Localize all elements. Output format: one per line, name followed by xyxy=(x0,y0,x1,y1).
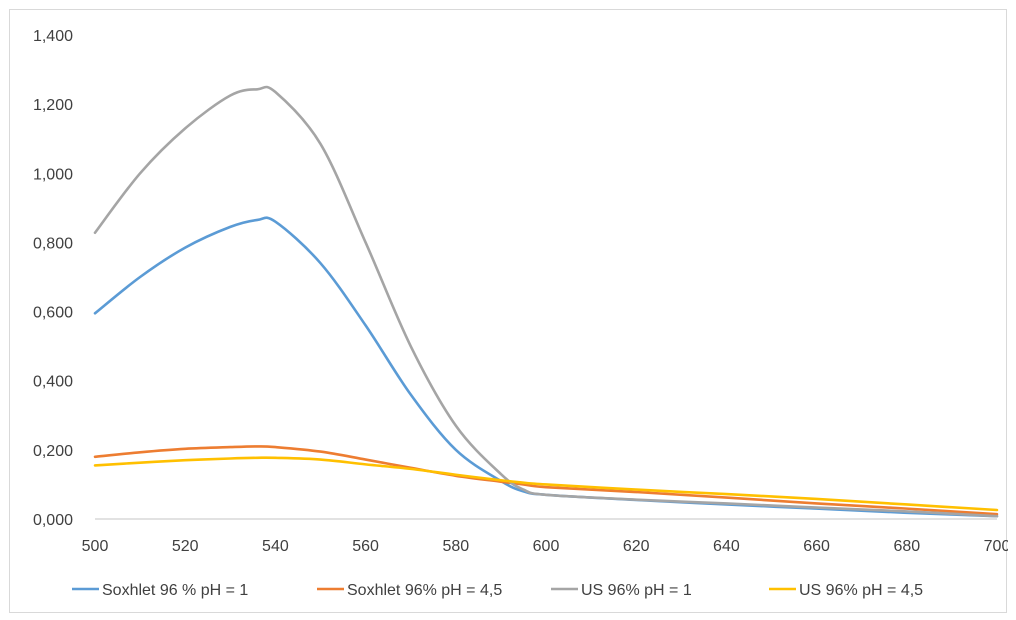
y-tick-label: 0,400 xyxy=(33,374,73,391)
x-tick-label: 560 xyxy=(352,538,379,555)
chart-frame: 0,000 0,200 0,400 0,600 0,800 1,000 1,200 1,400… xyxy=(9,9,1008,613)
x-tick-label: 620 xyxy=(623,538,650,555)
series-lines xyxy=(93,85,999,518)
x-tick-label: 500 xyxy=(82,538,109,555)
x-tick-label: 660 xyxy=(803,538,830,555)
x-tick-label: 580 xyxy=(442,538,469,555)
x-tick-label: 540 xyxy=(262,538,289,555)
line-chart: 0,000 0,200 0,400 0,600 0,800 1,000 1,200 1,400… xyxy=(33,28,1008,599)
x-tick-label: 600 xyxy=(533,538,560,555)
y-tick-label: 1,400 xyxy=(33,28,73,45)
legend: Soxhlet 96 % pH = 1 Soxhlet 96% pH = 4,5 U… xyxy=(72,582,923,599)
y-tick-label: 0,200 xyxy=(33,443,73,460)
series-line-4 xyxy=(93,456,999,512)
series-line-2 xyxy=(93,445,999,516)
y-axis-tick-labels: 0,000 0,200 0,400 0,600 0,800 1,000 1,200 1,400 xyxy=(33,28,73,529)
x-tick-label: 520 xyxy=(172,538,199,555)
series-line-1 xyxy=(93,216,999,518)
legend-label-3: US 96% pH = 1 xyxy=(581,582,692,599)
y-tick-label: 0,000 xyxy=(33,512,73,529)
legend-label-2: Soxhlet 96% pH = 4,5 xyxy=(347,582,502,599)
legend-label-1: Soxhlet 96 % pH = 1 xyxy=(102,582,248,599)
x-axis-tick-labels: 500 520 540 560 580 600 620 640 660 680 700 xyxy=(82,538,1008,555)
y-tick-label: 1,200 xyxy=(33,97,73,114)
y-tick-label: 0,800 xyxy=(33,235,73,252)
x-tick-label: 700 xyxy=(984,538,1008,555)
series-line-3 xyxy=(93,85,999,518)
x-tick-label: 640 xyxy=(713,538,740,555)
legend-label-4: US 96% pH = 4,5 xyxy=(799,582,923,599)
y-tick-label: 1,000 xyxy=(33,166,73,183)
x-tick-label: 680 xyxy=(893,538,920,555)
y-tick-label: 0,600 xyxy=(33,305,73,322)
